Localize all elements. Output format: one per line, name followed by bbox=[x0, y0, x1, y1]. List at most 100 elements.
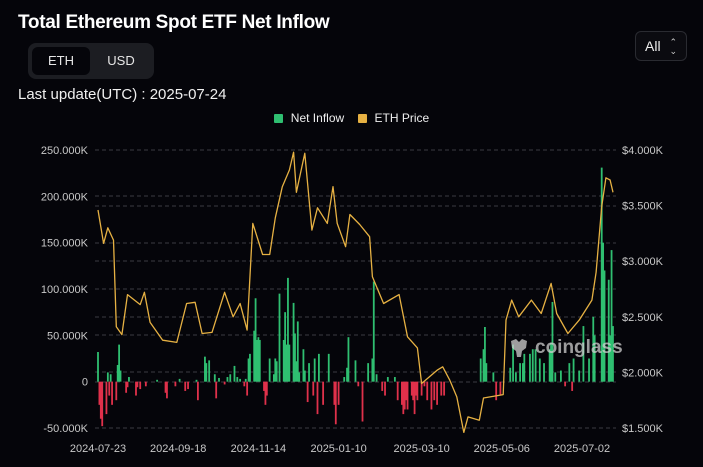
inflow-bar bbox=[333, 381, 336, 405]
y-right-tick-label: $3.000K bbox=[622, 256, 664, 268]
chart-legend: Net Inflow ETH Price bbox=[0, 111, 703, 126]
inflow-bar bbox=[204, 356, 206, 382]
legend-label: ETH Price bbox=[374, 111, 430, 125]
inflow-bar bbox=[275, 361, 278, 382]
inflow-bar bbox=[426, 381, 429, 401]
inflow-bar bbox=[295, 361, 298, 382]
inflow-bar bbox=[354, 360, 357, 382]
inflow-bar bbox=[313, 358, 316, 382]
inflow-bar bbox=[347, 337, 350, 382]
inflow-bar bbox=[410, 381, 413, 396]
inflow-bar bbox=[135, 381, 137, 396]
x-tick-label: 2024-11-14 bbox=[231, 443, 286, 455]
inflow-bar bbox=[343, 377, 346, 382]
inflow-bar bbox=[550, 342, 552, 382]
inflow-bar bbox=[492, 372, 495, 382]
inflow-bar bbox=[263, 381, 265, 391]
range-select[interactable]: All ⌃ ⌄ bbox=[635, 31, 687, 61]
inflow-bar bbox=[484, 326, 486, 382]
inflow-bar bbox=[196, 381, 199, 401]
inflow-bar bbox=[178, 378, 181, 382]
inflow-bar bbox=[125, 381, 128, 393]
inflow-bar bbox=[246, 381, 249, 396]
legend-item-net-inflow[interactable]: Net Inflow bbox=[273, 111, 345, 125]
inflow-bar bbox=[415, 381, 417, 396]
inflow-bar bbox=[367, 363, 370, 382]
legend-item-eth-price[interactable]: ETH Price bbox=[357, 111, 430, 125]
inflow-bar bbox=[287, 277, 289, 382]
inflow-bar bbox=[612, 326, 614, 382]
inflow-bar bbox=[554, 372, 557, 382]
inflow-bar bbox=[512, 344, 514, 382]
inflow-bar bbox=[115, 381, 118, 401]
inflow-bar bbox=[278, 293, 281, 382]
inflow-bar bbox=[296, 321, 299, 382]
unit-option-usd[interactable]: USD bbox=[107, 53, 135, 68]
inflow-bar bbox=[440, 381, 443, 396]
inflow-bar bbox=[308, 363, 310, 382]
inflow-bar bbox=[588, 358, 590, 382]
inflow-bar bbox=[108, 381, 111, 396]
y-left-tick-label: 200.000K bbox=[41, 191, 89, 203]
inflow-bar bbox=[105, 381, 108, 415]
inflow-bar bbox=[229, 374, 232, 382]
inflow-bar bbox=[346, 367, 348, 382]
inflow-bar bbox=[485, 363, 488, 382]
inflow-bar bbox=[495, 381, 498, 401]
inflow-bar bbox=[294, 333, 296, 382]
inflow-bar bbox=[551, 301, 554, 382]
inflow-bar bbox=[412, 381, 415, 401]
inflow-bar bbox=[258, 339, 261, 382]
inflow-bar bbox=[393, 377, 396, 382]
inflow-bar bbox=[607, 279, 610, 382]
inflow-bar bbox=[571, 381, 574, 391]
inflow-bar bbox=[254, 298, 257, 382]
inflow-bar bbox=[361, 381, 364, 422]
inflow-bar bbox=[244, 378, 247, 382]
inflow-bar bbox=[600, 167, 603, 382]
inflow-bar bbox=[223, 381, 226, 385]
y-left-tick-label: 0 bbox=[82, 377, 88, 389]
y-left-tick-label: 150.000K bbox=[41, 238, 89, 250]
inflow-bar bbox=[514, 372, 517, 382]
inflow-bar bbox=[479, 358, 482, 382]
inflow-bar bbox=[381, 381, 384, 391]
inflow-bar bbox=[413, 381, 416, 415]
inflow-bar bbox=[303, 370, 306, 382]
inflow-bar bbox=[406, 381, 409, 410]
inflow-bar bbox=[322, 381, 325, 405]
inflow-bar bbox=[97, 352, 99, 382]
inflow-bar bbox=[239, 378, 242, 382]
inflow-bar bbox=[327, 353, 330, 382]
legend-label: Net Inflow bbox=[290, 111, 345, 125]
inflow-bar bbox=[564, 381, 567, 387]
inflow-bar bbox=[603, 270, 606, 382]
last-update-text: Last update(UTC) : 2025-07-24 bbox=[18, 86, 227, 103]
inflow-bar bbox=[582, 326, 585, 382]
inflow-bar bbox=[136, 381, 139, 388]
inflow-bar bbox=[568, 363, 571, 382]
inflow-bar bbox=[243, 381, 246, 387]
inflow-bar bbox=[610, 250, 613, 382]
inflow-bar bbox=[144, 381, 147, 387]
coinglass-logo-icon bbox=[511, 339, 527, 357]
x-tick-label: 2024-09-18 bbox=[150, 443, 206, 455]
inflow-bar bbox=[316, 381, 319, 415]
inflow-bar bbox=[288, 344, 291, 382]
inflow-bar bbox=[396, 381, 399, 401]
eth-price-line bbox=[97, 151, 614, 434]
inflow-bar bbox=[572, 358, 575, 382]
inflow-bar bbox=[522, 363, 524, 382]
inflow-bar bbox=[256, 339, 258, 382]
x-tick-label: 2024-07-23 bbox=[70, 443, 126, 455]
unit-option-eth[interactable]: ETH bbox=[32, 47, 90, 75]
inflow-bar bbox=[166, 381, 168, 399]
inflow-bar bbox=[529, 353, 531, 382]
inflow-bar bbox=[602, 242, 605, 382]
unit-toggle: ETH USD bbox=[28, 43, 154, 79]
inflow-bar bbox=[156, 379, 158, 382]
y-left-tick-label: 50.000K bbox=[47, 330, 89, 342]
inflow-bar bbox=[509, 367, 512, 382]
inflow-bar bbox=[443, 381, 446, 396]
inflow-bar bbox=[543, 363, 545, 382]
